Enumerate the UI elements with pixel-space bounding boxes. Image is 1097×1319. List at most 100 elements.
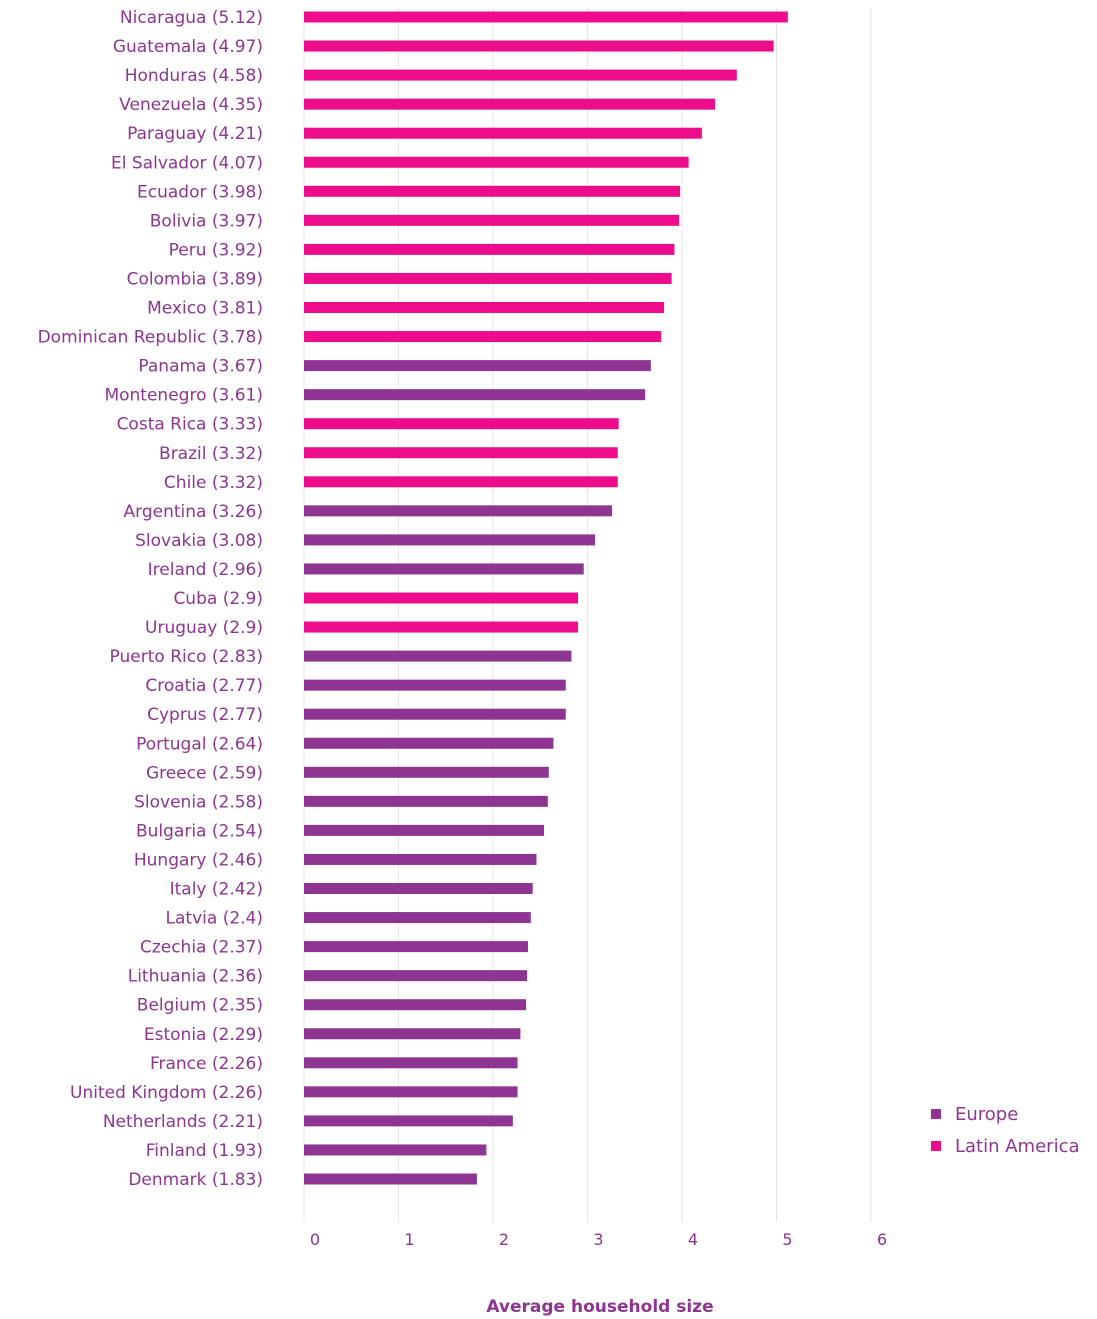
category-label: Guatemala (4.97)	[113, 37, 263, 57]
category-label: Lithuania (2.36)	[128, 967, 263, 987]
bar	[304, 853, 537, 865]
category-label: Estonia (2.29)	[144, 1025, 263, 1045]
category-labels: Nicaragua (5.12) Guatemala (4.97) Honduras…	[38, 8, 263, 1190]
category-label: Hungary (2.46)	[134, 850, 263, 870]
bar	[304, 592, 579, 604]
category-label: Bolivia (3.97)	[150, 211, 263, 231]
bar	[304, 912, 531, 924]
legend-label: Europe	[955, 1104, 1018, 1125]
bar	[304, 505, 613, 517]
category-label: Argentina (3.26)	[124, 502, 263, 522]
bar	[304, 1144, 487, 1156]
category-label: Paraguay (4.21)	[127, 124, 263, 144]
legend-label: Latin America	[955, 1136, 1080, 1157]
bar	[304, 883, 533, 894]
category-label: France (2.26)	[150, 1054, 263, 1074]
category-label: Chile (3.32)	[164, 473, 263, 493]
bar	[304, 272, 672, 284]
bar	[304, 737, 554, 749]
category-label: Nicaragua (5.12)	[120, 8, 263, 28]
category-label: Brazil (3.32)	[159, 444, 263, 464]
bar	[304, 563, 584, 575]
bar	[304, 824, 545, 836]
bar	[304, 243, 675, 255]
category-label: Cuba (2.9)	[173, 589, 263, 609]
category-label: Costa Rica (3.33)	[117, 415, 263, 435]
category-label: Slovenia (2.58)	[134, 792, 263, 812]
bar	[304, 389, 646, 401]
bar	[304, 11, 788, 23]
category-label: Peru (3.92)	[169, 240, 263, 260]
legend-swatch	[931, 1109, 941, 1119]
bar	[304, 1057, 518, 1069]
category-label: Latvia (2.4)	[166, 909, 263, 929]
bar	[304, 156, 689, 168]
x-tick-label: 5	[782, 1230, 792, 1249]
category-label: Dominican Republic (3.78)	[38, 328, 263, 348]
bar	[304, 185, 681, 197]
bar	[304, 302, 665, 313]
category-label: Colombia (3.89)	[127, 269, 263, 289]
legend-swatch	[931, 1141, 941, 1151]
category-label: Ireland (2.96)	[148, 560, 263, 580]
category-label: Czechia (2.37)	[140, 938, 263, 958]
category-label: Finland (1.93)	[146, 1141, 263, 1161]
bar	[304, 941, 528, 953]
category-label: Belgium (2.35)	[137, 996, 263, 1016]
bar	[304, 127, 702, 139]
x-tick-labels: 0 1 2 3 4 5 6	[310, 1230, 887, 1249]
bar	[304, 534, 596, 546]
category-label: Ecuador (3.98)	[137, 182, 263, 202]
bar	[304, 360, 651, 372]
bar	[304, 999, 527, 1011]
category-label: Bulgaria (2.54)	[136, 821, 263, 841]
bar	[304, 98, 716, 110]
category-label: United Kingdom (2.26)	[70, 1083, 263, 1103]
legend: Europe Latin America	[931, 1104, 1080, 1157]
category-label: Honduras (4.58)	[125, 66, 263, 86]
bar	[304, 69, 737, 81]
category-label: Mexico (3.81)	[147, 299, 263, 319]
bar	[304, 679, 566, 691]
category-label: Netherlands (2.21)	[103, 1112, 263, 1132]
category-label: Uruguay (2.9)	[145, 618, 263, 638]
bar	[304, 476, 618, 488]
category-label: Italy (2.42)	[170, 880, 263, 900]
bars	[304, 11, 788, 1185]
category-label: Panama (3.67)	[138, 357, 263, 377]
category-label: Portugal (2.64)	[136, 734, 263, 754]
bar	[304, 795, 548, 807]
bar	[304, 1173, 477, 1185]
category-label: Puerto Rico (2.83)	[110, 647, 263, 667]
x-tick-label: 3	[593, 1230, 603, 1249]
bar	[304, 621, 579, 633]
x-tick-label: 2	[499, 1230, 509, 1249]
bar	[304, 1028, 521, 1040]
category-label: El Salvador (4.07)	[111, 153, 263, 173]
x-tick-label: 1	[404, 1230, 414, 1249]
bar	[304, 418, 619, 430]
x-axis-title: Average household size	[486, 1297, 713, 1317]
category-label: Montenegro (3.61)	[104, 386, 263, 406]
x-tick-label: 4	[688, 1230, 698, 1249]
bar	[304, 650, 572, 662]
category-label: Greece (2.59)	[146, 763, 263, 783]
bar	[304, 214, 680, 226]
x-tick-label: 0	[310, 1230, 320, 1249]
category-label: Slovakia (3.08)	[135, 531, 263, 551]
bar	[304, 447, 618, 459]
bar	[304, 970, 528, 982]
x-tick-label: 6	[877, 1230, 887, 1249]
category-label: Denmark (1.83)	[128, 1170, 263, 1190]
grid-lines	[303, 8, 872, 1222]
bar	[304, 40, 774, 52]
bar	[304, 1086, 518, 1098]
bar	[304, 331, 662, 343]
bar	[304, 766, 549, 778]
category-label: Croatia (2.77)	[145, 676, 263, 696]
category-label: Cyprus (2.77)	[147, 705, 263, 725]
bar	[304, 708, 566, 720]
bar	[304, 1115, 513, 1127]
category-label: Venezuela (4.35)	[119, 95, 263, 115]
